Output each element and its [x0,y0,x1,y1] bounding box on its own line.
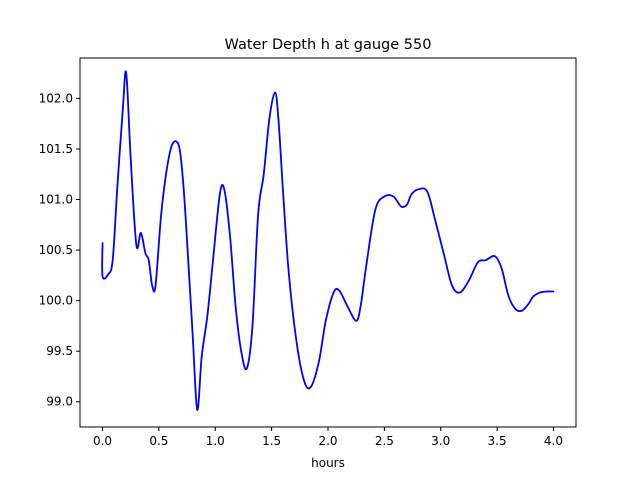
x-tick-label: 2.0 [318,434,337,448]
x-tick-label: 4.0 [544,434,563,448]
y-tick-label: 99.0 [46,395,73,409]
y-tick-label: 100.0 [39,294,73,308]
axis-ticks: 0.0 0.5 1.0 1.5 2.0 2.5 3.0 3.5 4.0 99.0 99.5 100.0… [39,91,563,448]
x-tick-label: 1.5 [262,434,281,448]
y-tick-label: 100.5 [39,243,73,257]
chart-title: Water Depth h at gauge 550 [225,37,432,53]
x-tick-label: 3.0 [431,434,450,448]
x-tick-label: 0.0 [93,434,112,448]
y-tick-label: 101.5 [39,142,73,156]
series-line [101,70,555,411]
x-tick-label: 1.0 [206,434,225,448]
x-tick-label: 3.5 [488,434,507,448]
y-tick-label: 99.5 [46,344,73,358]
x-axis-label: hours [311,456,345,470]
y-tick-label: 101.0 [39,193,73,207]
x-tick-label: 2.5 [375,434,394,448]
x-tick-label: 0.5 [149,434,168,448]
y-tick-label: 102.0 [39,91,73,105]
